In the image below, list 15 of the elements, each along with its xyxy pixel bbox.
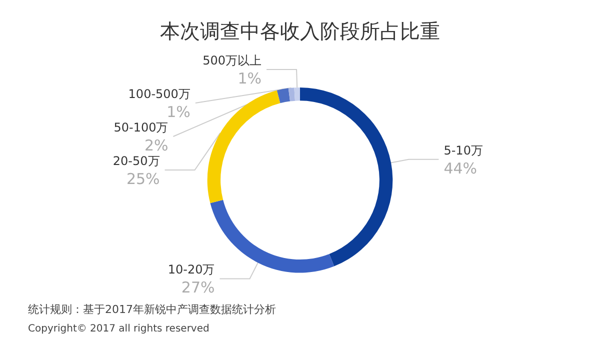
text: 统计规则：基于2017年新锐中产调查数据统计分析 <box>28 303 276 316</box>
slice-label: 500万以上 <box>202 53 262 68</box>
data-label: 1% <box>166 102 190 121</box>
slice-label: 20-50万 <box>112 154 160 168</box>
text: Copyright© 2017 all rights reserved <box>28 324 210 334</box>
slice-label: 5-10万 <box>444 143 483 158</box>
data-label: 25% <box>126 170 160 188</box>
data-label: 27% <box>181 278 215 297</box>
slice-label: 10-20万 <box>168 262 215 277</box>
data-label: 1% <box>238 69 262 88</box>
data-label: 44% <box>444 159 478 178</box>
slice-label: 50-100万 <box>114 120 168 134</box>
data-label: 2% <box>144 136 168 154</box>
chart-title: 本次调查中各收入阶段所占比重 <box>160 19 440 43</box>
slice-label: 100-500万 <box>128 86 190 101</box>
